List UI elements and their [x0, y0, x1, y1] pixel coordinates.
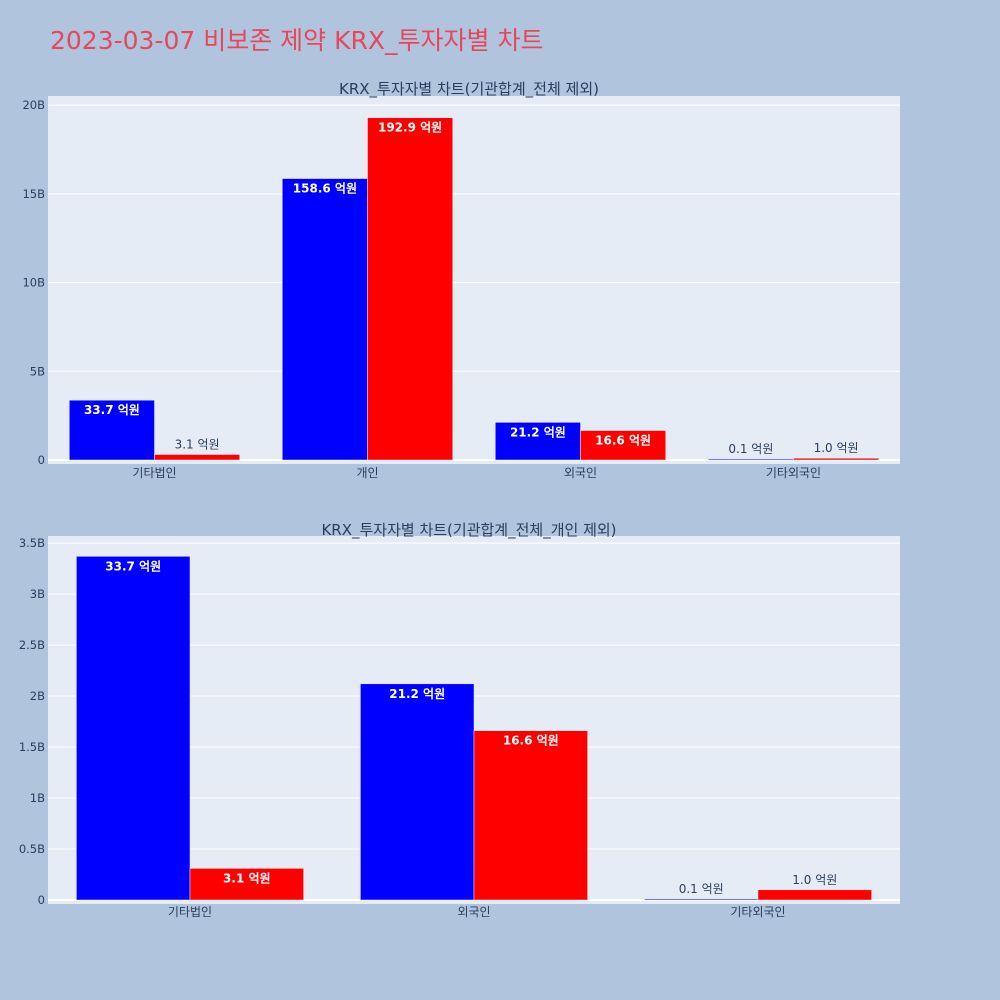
bar-value-label: 21.2 억원: [510, 425, 566, 439]
bar-value-label: 21.2 억원: [389, 687, 445, 701]
bar-value-label: 33.7 억원: [105, 559, 161, 573]
y-tick-label: 2.5B: [19, 638, 45, 652]
y-tick-label: 1.5B: [19, 740, 45, 754]
bar: [360, 683, 475, 901]
x-tick-label: 기타법인: [132, 466, 176, 480]
y-tick-label: 10B: [22, 276, 45, 290]
chart-all-investors: 0 5B 10B 15B 20B KRX_투자자별 차트(기관합계_전체 제외) 기타법인 3…: [22, 80, 900, 480]
y-tick-label: 3.5B: [19, 536, 45, 550]
bar-value-label: 3.1 억원: [175, 437, 220, 451]
bar: [757, 889, 872, 901]
plot-area: [48, 96, 900, 464]
y-tick-label: 0: [38, 453, 45, 467]
bar: [76, 556, 191, 901]
x-tick-label: 기타외국인: [766, 466, 821, 480]
bar: [495, 422, 581, 461]
bar: [154, 454, 240, 461]
y-tick-label: 0: [38, 893, 45, 907]
bar-value-label: 16.6 억원: [595, 434, 651, 448]
bar-value-label: 192.9 억원: [378, 121, 442, 135]
x-tick-label: 기타법인: [168, 905, 212, 919]
bar: [793, 457, 879, 461]
bar-value-label: 0.1 억원: [679, 882, 724, 896]
x-tick-label: 외국인: [564, 466, 597, 480]
chart-title: KRX_투자자별 차트(기관합계_전체_개인 제외): [321, 521, 616, 540]
x-tick-label: 개인: [356, 466, 378, 480]
chart-excluding-individuals: 0 0.5B 1B 1.5B 2B 2.5B 3B 3.5B KRX_투자자별 차트(기관합계_…: [19, 521, 900, 919]
y-tick-label: 2B: [30, 689, 45, 703]
bar-value-label: 1.0 억원: [792, 873, 837, 887]
bar: [644, 898, 759, 901]
bar: [189, 868, 304, 901]
bar-value-label: 33.7 억원: [84, 403, 140, 417]
bar-value-label: 158.6 억원: [293, 182, 357, 196]
y-tick-label: 15B: [22, 187, 45, 201]
y-tick-label: 3B: [30, 587, 45, 601]
bar-value-label: 3.1 억원: [223, 871, 271, 885]
x-tick-label: 기타외국인: [730, 905, 785, 919]
bar: [580, 430, 666, 461]
chart-title: KRX_투자자별 차트(기관합계_전체 제외): [339, 80, 599, 99]
bar: [282, 178, 368, 461]
y-tick-label: 20B: [22, 98, 45, 112]
bar: [69, 399, 155, 461]
bar: [367, 117, 453, 461]
y-tick-label: 1B: [30, 791, 45, 805]
bar-value-label: 0.1 억원: [728, 442, 773, 456]
x-tick-label: 외국인: [457, 905, 490, 919]
bar-value-label: 1.0 억원: [814, 441, 859, 455]
bar-value-label: 16.6 억원: [503, 734, 559, 748]
page-title: 2023-03-07 비보존 제약 KRX_투자자별 차트: [50, 26, 543, 55]
y-tick-label: 5B: [30, 364, 45, 378]
bar: [473, 730, 588, 901]
y-tick-label: 0.5B: [19, 842, 45, 856]
bar: [708, 458, 794, 461]
